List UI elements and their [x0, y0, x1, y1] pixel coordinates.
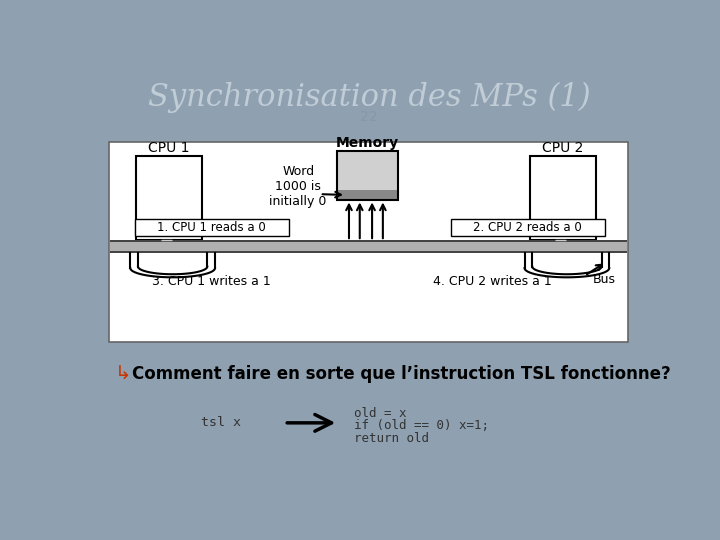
Text: ↳: ↳	[115, 365, 131, 384]
Text: 4. CPU 2 writes a 1: 4. CPU 2 writes a 1	[433, 275, 552, 288]
Text: old = x: old = x	[354, 407, 406, 420]
Text: Comment faire en sorte que l’instruction TSL fonctionne?: Comment faire en sorte que l’instruction…	[132, 366, 670, 383]
Bar	[135, 219, 289, 236]
Text: Synchronisation des MPs (1): Synchronisation des MPs (1)	[148, 82, 590, 113]
Text: if (old == 0) x=1;: if (old == 0) x=1;	[354, 420, 489, 433]
Text: Memory: Memory	[336, 136, 399, 150]
Bar	[531, 156, 595, 240]
Text: Word
1000 is
initially 0: Word 1000 is initially 0	[269, 165, 327, 208]
Bar	[136, 156, 202, 240]
Bar	[337, 190, 398, 200]
Bar	[110, 251, 627, 253]
Bar	[337, 151, 398, 190]
Text: Bus: Bus	[593, 273, 616, 286]
Text: CPU 1: CPU 1	[148, 141, 189, 155]
Bar	[110, 240, 627, 253]
Text: 3. CPU 1 writes a 1: 3. CPU 1 writes a 1	[152, 275, 271, 288]
Bar	[337, 151, 398, 200]
Text: 1. CPU 1 reads a 0: 1. CPU 1 reads a 0	[157, 221, 266, 234]
Text: 2. CPU 2 reads a 0: 2. CPU 2 reads a 0	[473, 221, 582, 234]
Bar	[110, 240, 627, 242]
Text: return old: return old	[354, 432, 428, 445]
Bar	[109, 142, 629, 342]
Text: CPU 2: CPU 2	[542, 141, 584, 155]
Text: 22: 22	[360, 110, 378, 124]
Text: tsl x: tsl x	[201, 416, 241, 429]
Bar	[451, 219, 605, 236]
